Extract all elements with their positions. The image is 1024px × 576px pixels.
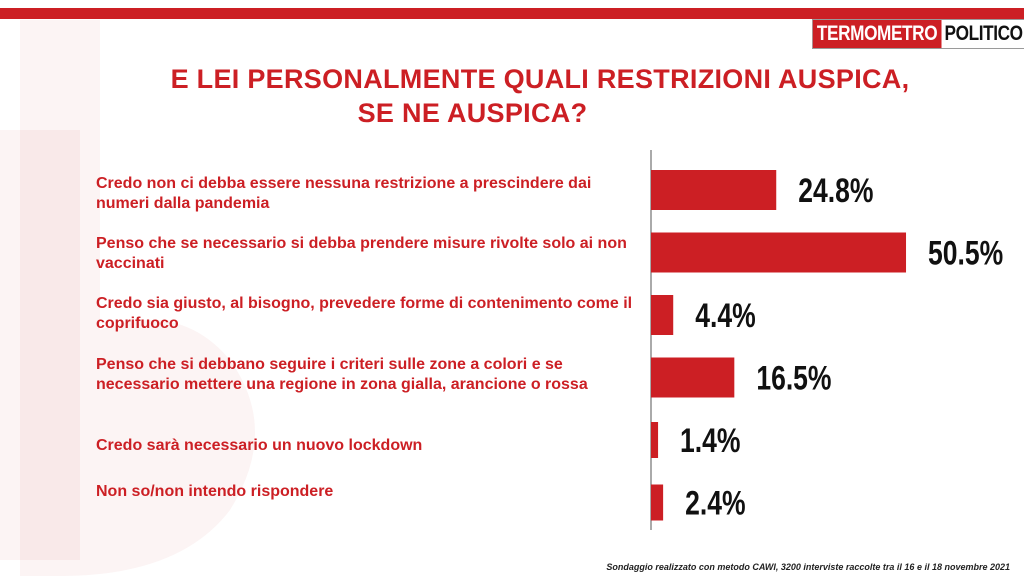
bar-3 bbox=[651, 295, 674, 335]
logo-part-red: TERMOMETRO bbox=[812, 20, 942, 48]
bar-6 bbox=[651, 484, 664, 521]
bar-1 bbox=[651, 170, 777, 210]
chart-title-line-2: SE NE AUSPICA? bbox=[357, 98, 588, 128]
data-label-6: 2.4% bbox=[685, 484, 745, 522]
category-label: Penso che si debbano seguire i criteri s… bbox=[96, 356, 588, 393]
category-label: Credo sarà necessario un nuovo lockdown bbox=[96, 437, 423, 454]
data-label-2: 50.5% bbox=[928, 234, 1003, 272]
category-label: Non so/non intendo rispondere bbox=[96, 483, 334, 500]
logo-part-white: POLITICO bbox=[941, 20, 1024, 48]
survey-footnote: Sondaggio realizzato con metodo CAWI, 32… bbox=[606, 562, 1010, 572]
category-label: Credo non ci debba essere nessuna restri… bbox=[96, 175, 592, 212]
category-label: Credo sia giusto, al bisogno, prevedere … bbox=[96, 295, 633, 332]
bar-2 bbox=[651, 232, 907, 273]
category-label: Penso che se necessario si debba prender… bbox=[96, 235, 627, 272]
data-label-3: 4.4% bbox=[695, 297, 755, 335]
data-label-1: 24.8% bbox=[798, 172, 873, 210]
bar-5 bbox=[651, 422, 659, 458]
bar-4 bbox=[651, 357, 735, 398]
data-label-4: 16.5% bbox=[756, 359, 831, 397]
termometro-politico-logo: TERMOMETRO POLITICO bbox=[812, 19, 1024, 49]
data-label-5: 1.4% bbox=[680, 422, 740, 460]
bar-chart: 24.8% 50.5% 4.4%16.5% 1.4% 2.4% bbox=[650, 150, 1003, 530]
chart-title: E LEI PERSONALMENTE QUALI RESTRIZIONI AU… bbox=[60, 62, 1020, 130]
top-accent-bar bbox=[0, 8, 1024, 19]
chart-title-line-1: E LEI PERSONALMENTE QUALI RESTRIZIONI AU… bbox=[170, 64, 910, 94]
